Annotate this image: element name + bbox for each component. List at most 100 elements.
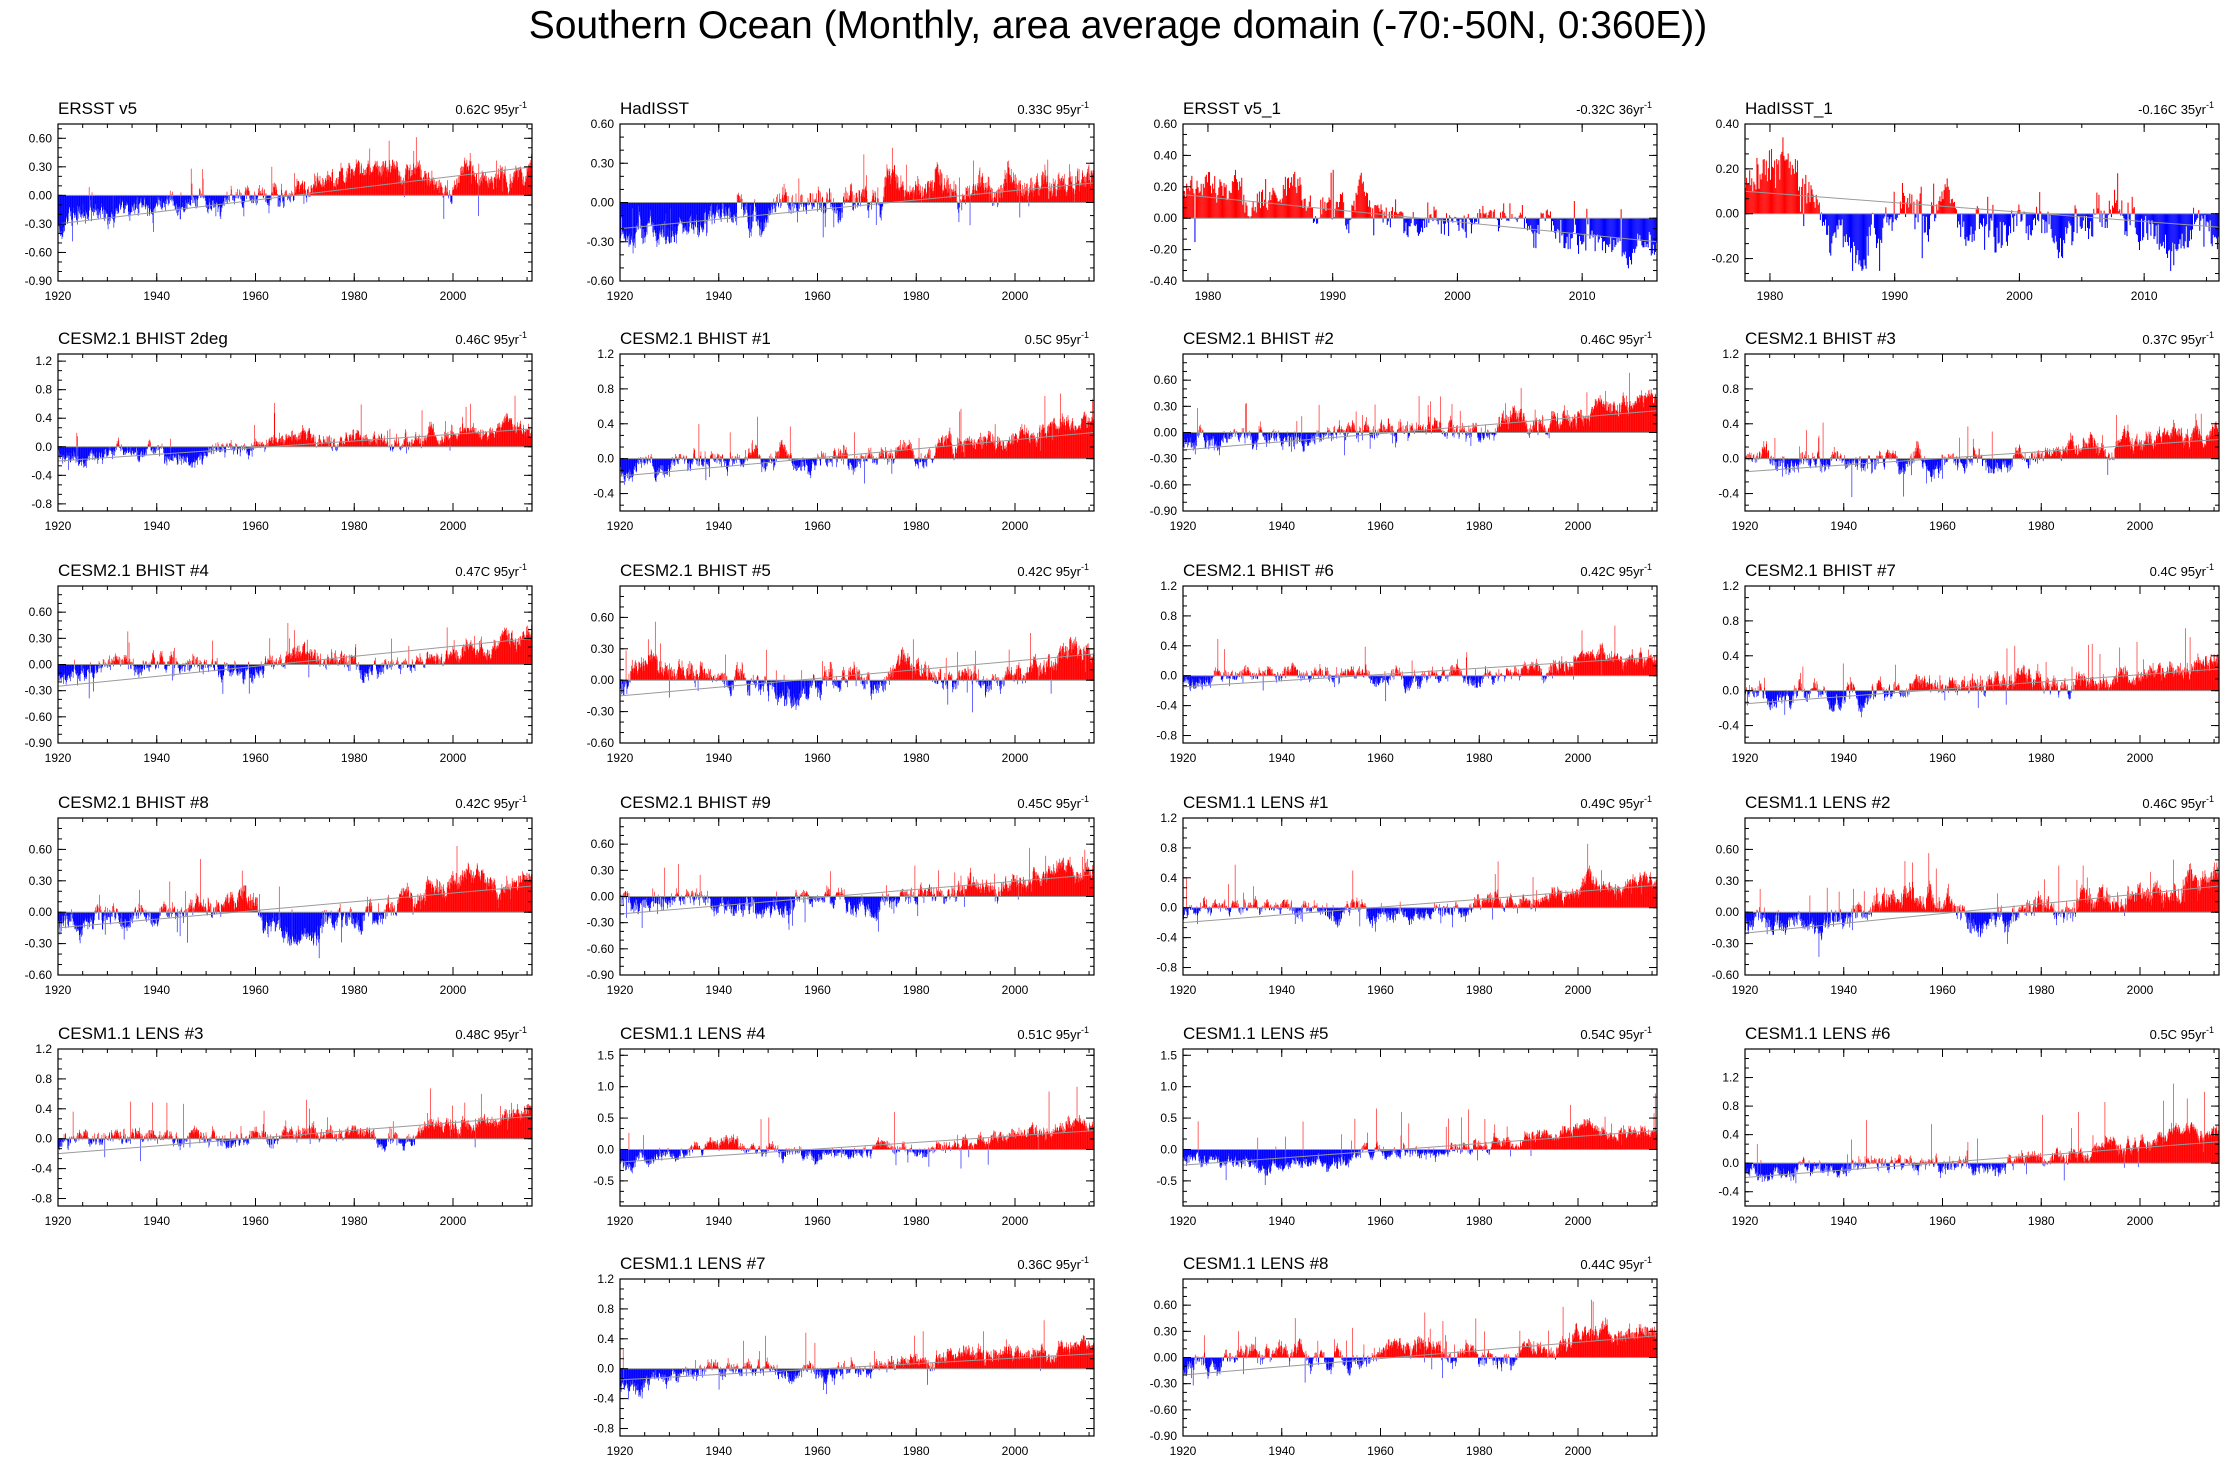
anomaly-bar	[1833, 214, 1834, 234]
anomaly-bar	[1925, 214, 1926, 233]
anomaly-bar	[1376, 206, 1377, 218]
anomaly-bar	[1972, 214, 1973, 242]
anomaly-bar	[2115, 203, 2116, 214]
anomaly-bar	[1427, 202, 1428, 218]
anomaly-bar	[294, 195, 295, 200]
anomaly-bar	[2013, 214, 2014, 232]
anomaly-bar	[1195, 189, 1196, 218]
x-tick-label: 1940	[143, 519, 170, 533]
anomaly-bar	[1482, 206, 1483, 218]
anomaly-bar	[258, 442, 259, 446]
anomaly-bar	[229, 195, 230, 201]
anomaly-bar	[2162, 214, 2163, 246]
anomaly-bar	[2071, 214, 2072, 246]
anomaly-bar	[2124, 214, 2125, 235]
anomaly-bar	[2053, 214, 2054, 242]
anomaly-bar	[2068, 214, 2069, 222]
anomaly-bar	[1829, 214, 1830, 253]
panel-title: ERSST v5_1	[1183, 99, 1281, 118]
anomaly-bar	[1463, 218, 1464, 229]
anomaly-bar	[1490, 210, 1491, 218]
anomaly-bar	[1241, 178, 1242, 218]
anomaly-bar	[1590, 218, 1591, 235]
anomaly-bar	[336, 447, 337, 452]
anomaly-bar	[876, 197, 877, 202]
anomaly-bar	[1572, 218, 1573, 238]
anomaly-bar	[76, 447, 77, 461]
anomaly-bar	[1652, 218, 1653, 253]
anomaly-bar	[1322, 197, 1323, 218]
anomaly-bar	[1309, 202, 1310, 219]
anomaly-bar	[2130, 214, 2131, 225]
anomaly-bar	[1907, 198, 1908, 214]
anomaly-bar	[1200, 192, 1201, 219]
anomaly-bar	[1547, 209, 1548, 218]
anomaly-bar	[823, 203, 824, 238]
anomaly-bar	[1868, 214, 1869, 256]
anomaly-bar	[1876, 214, 1877, 248]
anomaly-bar	[1799, 187, 1800, 214]
anomaly-bar	[1623, 218, 1624, 252]
anomaly-bar	[280, 195, 281, 202]
anomaly-bar	[2143, 214, 2144, 238]
anomaly-bar	[109, 447, 110, 450]
anomaly-bar	[1504, 213, 1505, 218]
anomaly-bar	[2110, 209, 2111, 213]
anomaly-bar	[1592, 218, 1593, 230]
anomaly-bar	[1277, 198, 1278, 218]
anomaly-bar	[2097, 208, 2098, 213]
anomaly-bar	[1298, 186, 1299, 218]
anomaly-bar	[1581, 218, 1582, 244]
anomaly-bar	[1815, 208, 1816, 214]
anomaly-bar	[1564, 218, 1565, 248]
anomaly-bar	[1406, 218, 1407, 235]
anomaly-bar	[1366, 193, 1367, 219]
anomaly-bar	[1353, 201, 1354, 218]
anomaly-bar	[2159, 214, 2160, 250]
anomaly-bar	[452, 195, 453, 203]
anomaly-bar	[1824, 214, 1825, 226]
anomaly-bar	[2166, 214, 2167, 254]
anomaly-bar	[328, 443, 329, 447]
anomaly-bar	[1648, 218, 1649, 247]
anomaly-bar	[1772, 167, 1773, 214]
anomaly-bar	[1429, 215, 1430, 218]
anomaly-bar	[1282, 198, 1283, 218]
anomaly-bar	[1379, 212, 1380, 218]
anomaly-bar	[1994, 214, 1995, 253]
anomaly-bar	[1401, 212, 1402, 218]
anomaly-bar	[1904, 196, 1905, 214]
anomaly-bar	[1757, 164, 1758, 213]
anomaly-bar	[1954, 202, 1955, 214]
anomaly-bar	[1571, 218, 1572, 238]
anomaly-bar	[2172, 214, 2173, 243]
anomaly-bar	[1375, 205, 1376, 218]
anomaly-bar	[2128, 203, 2129, 214]
anomaly-bar	[1750, 185, 1751, 214]
anomaly-bar	[1766, 161, 1767, 214]
panel-title: HadISST_1	[1745, 99, 1833, 118]
anomaly-bar	[1255, 207, 1256, 218]
anomaly-bar	[1982, 214, 1983, 227]
anomaly-bar	[1304, 199, 1305, 218]
anomaly-bar	[1273, 190, 1274, 218]
anomaly-bar	[1607, 218, 1608, 245]
anomaly-bar	[1895, 214, 1896, 219]
panel-title: ERSST v5	[58, 99, 137, 118]
anomaly-bar	[1491, 211, 1492, 219]
anomaly-bar	[1317, 218, 1318, 223]
anomaly-bar	[1776, 159, 1777, 214]
anomaly-bar	[2000, 214, 2001, 222]
anomaly-bar	[1408, 218, 1409, 237]
anomaly-bar	[1297, 179, 1298, 218]
anomaly-bar	[253, 195, 254, 203]
anomaly-bar	[1348, 218, 1349, 233]
anomaly-bar	[1918, 214, 1919, 223]
anomaly-bar	[1870, 214, 1871, 236]
anomaly-bar	[1763, 160, 1764, 214]
anomaly-bar	[1786, 159, 1787, 213]
anomaly-bar	[399, 443, 400, 447]
anomaly-bar	[1988, 214, 1989, 238]
anomaly-bar	[1848, 214, 1849, 246]
